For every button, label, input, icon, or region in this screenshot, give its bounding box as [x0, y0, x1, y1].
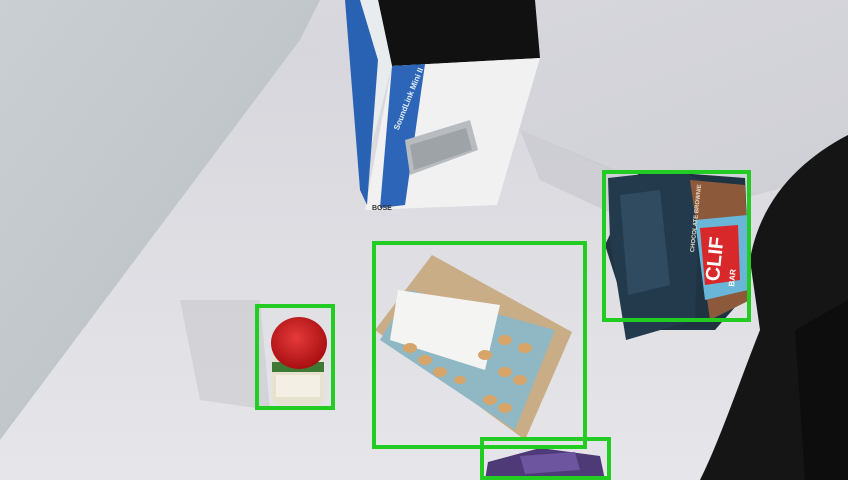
detection-box-jar [255, 304, 335, 410]
detection-box-purple-object [480, 437, 611, 480]
jar-item [271, 317, 327, 405]
detection-box-blister-pack [372, 241, 587, 449]
jar-shadow [180, 300, 270, 410]
left-wall [0, 0, 320, 440]
speaker-box-brand-text: BOSE [372, 205, 392, 212]
detection-box-clif-bar-box [602, 170, 751, 322]
clif-box-item [605, 170, 750, 340]
table-surface [0, 40, 848, 480]
purple-object-highlight [520, 452, 580, 474]
speaker-box [345, 0, 540, 210]
blister-pack-item [375, 255, 572, 440]
dark-object-lower [795, 300, 848, 480]
